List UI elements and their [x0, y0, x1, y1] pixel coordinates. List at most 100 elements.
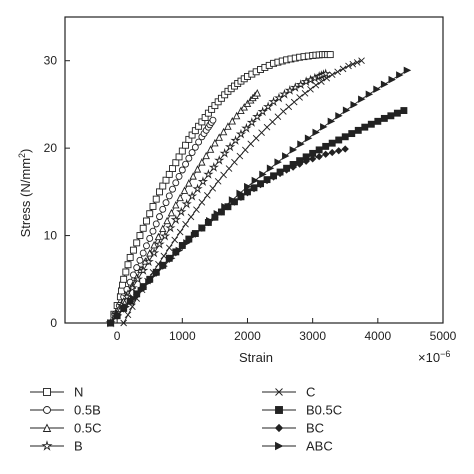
data-point — [284, 85, 295, 95]
data-point — [348, 130, 356, 138]
data-point — [139, 249, 147, 257]
data-point — [165, 170, 173, 178]
data-point — [289, 146, 298, 154]
data-point — [219, 127, 228, 136]
data-point — [258, 129, 265, 137]
data-point — [156, 213, 163, 221]
data-point — [170, 214, 181, 225]
data-point — [279, 88, 290, 99]
data-point — [175, 153, 183, 161]
series-line — [110, 69, 408, 324]
data-point — [345, 62, 352, 70]
data-point — [236, 189, 244, 198]
legend-item: 0.5C — [30, 421, 101, 436]
data-point — [252, 134, 260, 142]
data-point — [328, 139, 336, 147]
data-point — [175, 246, 184, 255]
data-point — [380, 80, 389, 89]
data-point — [165, 244, 173, 252]
data-point — [253, 89, 261, 97]
data-point — [203, 168, 214, 179]
data-point — [304, 134, 313, 142]
data-point — [197, 176, 209, 187]
legend-marker — [42, 423, 52, 432]
data-point — [159, 230, 171, 241]
data-point — [387, 112, 395, 120]
data-point — [334, 68, 341, 76]
legend-item: 0.5B — [30, 403, 101, 418]
data-point — [232, 111, 241, 120]
data-point — [191, 143, 199, 151]
data-point — [169, 165, 176, 172]
data-point — [189, 172, 197, 180]
data-point — [193, 206, 200, 213]
data-point — [374, 117, 382, 125]
data-point — [129, 294, 138, 303]
data-point — [149, 227, 157, 235]
data-point — [183, 239, 191, 247]
data-point — [220, 171, 227, 179]
data-point — [206, 145, 215, 153]
legend-marker — [41, 440, 53, 451]
data-point — [274, 158, 282, 166]
series-0-5b — [107, 116, 217, 327]
data-point — [221, 202, 229, 211]
data-point — [263, 123, 271, 131]
data-point — [224, 122, 232, 130]
data-point — [290, 98, 298, 106]
data-point — [203, 192, 211, 199]
x-axis-multiplier-base: ×10 — [418, 350, 440, 365]
legend-marker — [43, 406, 51, 414]
plot-frame — [64, 16, 444, 324]
legend-label: B — [74, 439, 83, 454]
x-axis-label: Strain — [239, 350, 273, 365]
x-axis-multiplier: ×10−6 — [418, 349, 450, 365]
data-point — [259, 170, 267, 179]
data-point — [312, 128, 320, 137]
data-point — [400, 107, 408, 114]
data-point — [243, 99, 252, 108]
data-point — [315, 146, 323, 154]
data-point — [237, 193, 245, 202]
data-point — [209, 116, 217, 124]
series-abc — [107, 66, 412, 327]
data-point — [214, 178, 222, 185]
data-point — [367, 120, 375, 128]
data-point — [315, 152, 323, 161]
data-point — [188, 149, 196, 156]
data-point — [247, 140, 255, 148]
data-point — [126, 253, 134, 261]
data-point — [192, 183, 203, 194]
data-point — [159, 205, 167, 213]
data-point — [145, 278, 153, 286]
data-point — [137, 286, 146, 295]
y-axis-label-main: Stress (N/mm — [18, 158, 33, 237]
data-point — [159, 182, 167, 190]
data-point — [149, 202, 157, 210]
data-point — [289, 163, 297, 171]
data-point — [230, 135, 241, 145]
legend-item: BC — [262, 421, 324, 436]
legend-marker — [275, 388, 283, 396]
data-point — [282, 166, 291, 174]
data-point — [146, 235, 154, 242]
series-b — [105, 68, 331, 328]
data-point — [282, 152, 290, 160]
legend-label: C — [306, 385, 315, 400]
plot-area — [105, 51, 412, 328]
data-point — [162, 199, 170, 207]
data-point — [176, 206, 187, 217]
data-point — [323, 74, 331, 82]
data-point — [178, 147, 186, 155]
data-point — [241, 122, 252, 133]
x-tick-label: 5000 — [430, 329, 457, 343]
data-point — [148, 247, 160, 258]
data-point — [350, 100, 358, 109]
data-point — [236, 152, 244, 160]
data-point — [162, 176, 170, 184]
data-point — [139, 224, 147, 232]
data-point — [312, 81, 320, 89]
legend-item: B0.5C — [262, 403, 342, 418]
data-point — [295, 79, 306, 89]
